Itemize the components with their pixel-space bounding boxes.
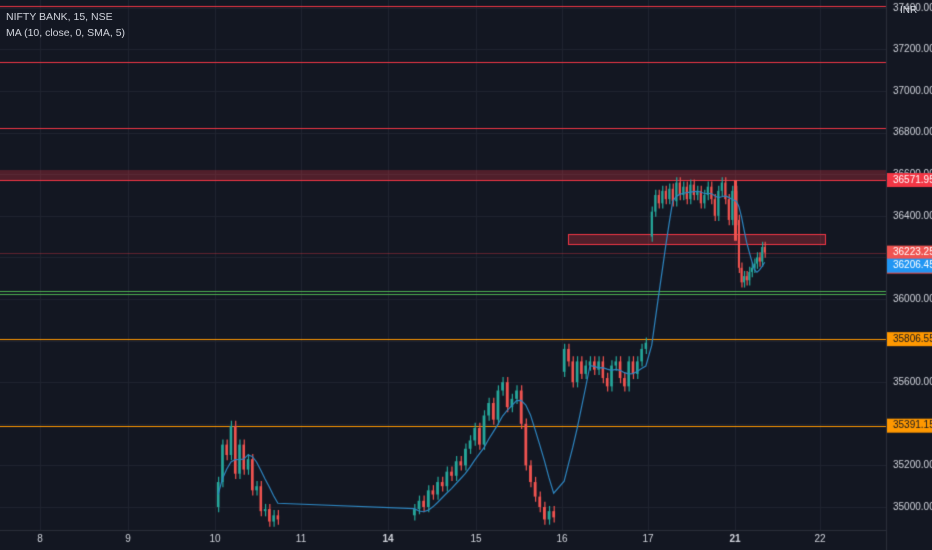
indicator-legend[interactable]: MA (10, close, 0, SMA, 5) [6, 27, 126, 39]
currency-label: INR [900, 5, 918, 16]
chart-legend: NIFTY BANK, 15, NSE MA (10, close, 0, SM… [6, 9, 125, 41]
symbol-title[interactable]: NIFTY BANK, 15, NSE [6, 11, 113, 23]
